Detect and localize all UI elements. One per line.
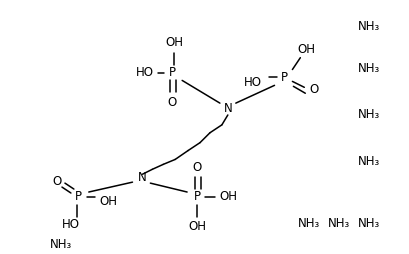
Text: NH₃: NH₃ [298,217,320,230]
Text: OH: OH [220,190,238,203]
Text: NH₃: NH₃ [358,108,380,121]
Text: P: P [281,71,288,84]
Text: N: N [223,102,232,115]
Text: HO: HO [244,76,262,89]
Text: O: O [310,83,319,96]
Text: P: P [169,66,176,79]
Text: P: P [75,190,82,203]
Text: O: O [192,161,202,174]
Text: OH: OH [100,195,118,208]
Text: NH₃: NH₃ [50,238,72,251]
Text: O: O [52,175,62,188]
Text: HO: HO [135,66,153,79]
Text: OH: OH [297,43,315,56]
Text: NH₃: NH₃ [358,155,380,168]
Text: NH₃: NH₃ [358,62,380,75]
Text: OH: OH [188,220,206,233]
Text: NH₃: NH₃ [328,217,350,230]
Text: O: O [168,96,177,109]
Text: OH: OH [165,36,183,49]
Text: P: P [193,190,200,203]
Text: HO: HO [62,218,80,231]
Text: NH₃: NH₃ [358,20,380,33]
Text: N: N [138,171,147,184]
Text: NH₃: NH₃ [358,217,380,230]
